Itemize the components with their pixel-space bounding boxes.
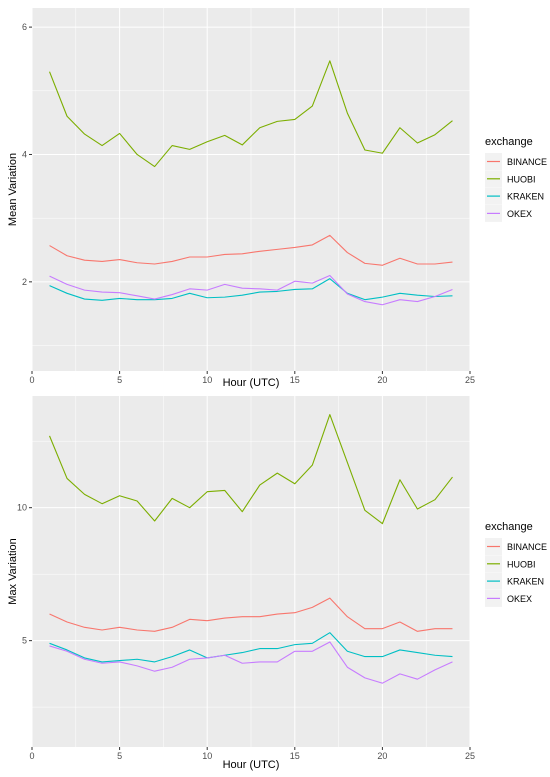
x-tick-label: 0 [29,375,34,385]
legend-title: exchange [485,136,533,148]
series-line-huobi [49,414,453,525]
x-tick-label: 10 [202,375,212,385]
y-tick-label: 2 [22,277,27,287]
x-tick-label: 5 [117,751,122,761]
y-tick-label: 5 [22,636,27,646]
legend-label-binance: BINANCE [507,157,547,167]
x-tick-label: 20 [377,751,387,761]
legend-label-okex: OKEX [507,594,532,604]
x-tick-label: 25 [465,751,475,761]
x-axis-title: Hour (UTC) [223,759,280,771]
series-line-binance [49,234,453,266]
series-line-okex [49,274,453,306]
y-axis-title: Mean Variation [7,153,19,226]
legend-label-huobi: HUOBI [507,559,536,569]
mean-variation-chart: 0 5 10 15 20 25 2 4 6 Hour (UTC) Mean Variation exc… [7,8,547,389]
legend-label-kraken: KRAKEN [507,192,544,202]
series-line-kraken [49,632,453,663]
legend-label-kraken: KRAKEN [507,577,544,587]
legend-label-huobi: HUOBI [507,174,536,184]
series-line-binance [49,597,453,632]
x-tick-label: 5 [117,375,122,385]
y-tick-label: 4 [22,149,27,159]
legend-label-binance: BINANCE [507,542,547,552]
max-variation-chart: 0 5 10 15 20 25 5 10 Hour (UTC) Max Variation exch… [7,396,547,771]
series-line-kraken [49,278,453,301]
x-axis-title: Hour (UTC) [223,377,280,389]
series-line-okex [49,641,453,684]
x-tick-label: 15 [290,375,300,385]
x-tick-label: 20 [377,375,387,385]
x-tick-label: 10 [202,751,212,761]
y-axis-title: Max Variation [7,538,19,604]
y-tick-label: 10 [17,503,27,513]
x-tick-label: 0 [29,751,34,761]
legend-title: exchange [485,521,533,533]
legend: exchange BINANCE HUOBI KRAKEN OKEX [485,521,547,607]
x-tick-label: 15 [290,751,300,761]
series-line-huobi [49,60,453,168]
legend-label-okex: OKEX [507,209,532,219]
x-tick-label: 25 [465,375,475,385]
legend: exchange BINANCE HUOBI KRAKEN OKEX [485,136,547,222]
y-tick-label: 6 [22,22,27,32]
